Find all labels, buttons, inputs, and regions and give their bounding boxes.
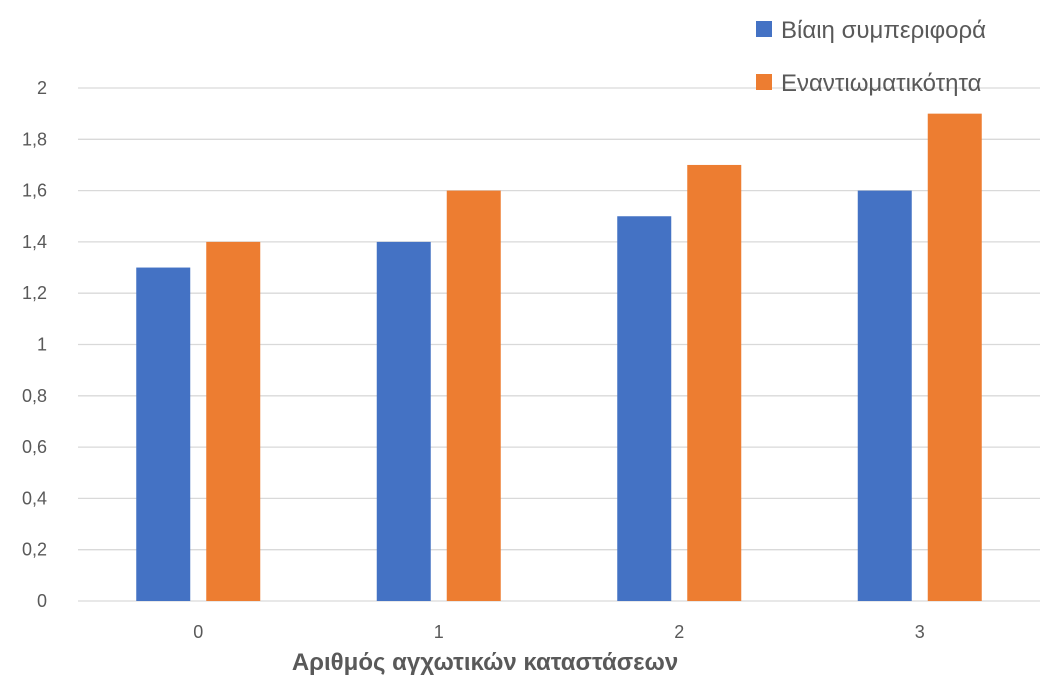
x-axis-tick-labels: 0 1 2 3 bbox=[193, 622, 925, 642]
x-tick-label: 1 bbox=[434, 622, 444, 642]
bar-series-2-cat-3 bbox=[927, 113, 982, 602]
bar-series-2-cat-2 bbox=[687, 164, 742, 601]
bar-series-2-cat-1 bbox=[446, 190, 501, 601]
y-tick-label: 1 bbox=[37, 335, 47, 355]
y-tick-label: 0,4 bbox=[22, 488, 47, 508]
legend-label: Εναντιωματικότητα bbox=[781, 70, 982, 97]
y-tick-label: 0 bbox=[37, 591, 47, 611]
y-tick-label: 1,8 bbox=[22, 129, 47, 149]
x-axis-title: Αριθμός αγχωτικών καταστάσεων bbox=[292, 649, 678, 676]
y-tick-label: 0,6 bbox=[22, 437, 47, 457]
x-tick-label: 3 bbox=[915, 622, 925, 642]
bar-series-1-cat-1 bbox=[376, 241, 431, 601]
legend: Βίαιη συμπεριφορά Εναντιωματικότητα bbox=[756, 17, 986, 97]
y-tick-label: 1,2 bbox=[22, 283, 47, 303]
y-tick-label: 1,4 bbox=[22, 232, 47, 252]
x-tick-label: 0 bbox=[193, 622, 203, 642]
legend-label: Βίαιη συμπεριφορά bbox=[781, 17, 986, 44]
bars bbox=[136, 113, 982, 602]
y-tick-label: 2 bbox=[37, 78, 47, 98]
bar-series-1-cat-2 bbox=[617, 216, 672, 601]
legend-swatch bbox=[756, 74, 772, 90]
bar-series-1-cat-3 bbox=[857, 190, 912, 601]
bar-series-2-cat-0 bbox=[206, 241, 261, 601]
legend-swatch bbox=[756, 21, 772, 37]
bar-series-1-cat-0 bbox=[136, 267, 191, 601]
x-tick-label: 2 bbox=[674, 622, 684, 642]
y-tick-label: 0,8 bbox=[22, 386, 47, 406]
y-tick-label: 0,2 bbox=[22, 540, 47, 560]
y-axis-tick-labels: 0 0,2 0,4 0,6 0,8 1 1,2 1,4 1,6 1,8 2 bbox=[22, 78, 47, 611]
y-tick-label: 1,6 bbox=[22, 181, 47, 201]
